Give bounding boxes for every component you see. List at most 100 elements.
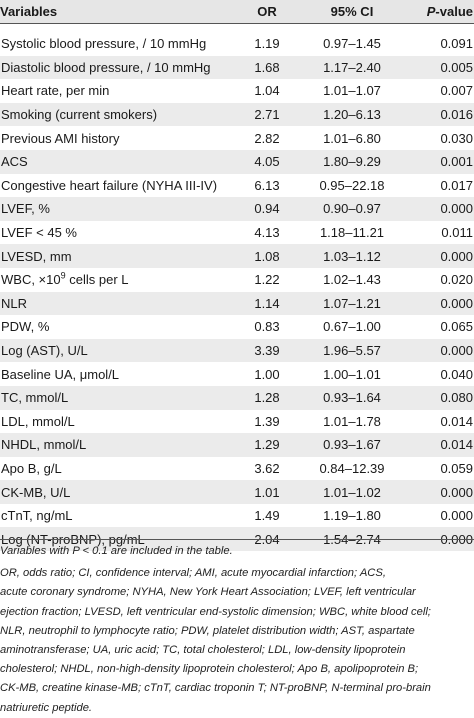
header-p-value: P-value	[406, 4, 474, 19]
cell-confidence-interval: 1.96–5.57	[323, 343, 381, 359]
header-ci: 95% CI	[330, 4, 374, 19]
header-divider	[0, 23, 474, 24]
table-row: Heart rate, per min 1.04 1.01–1.07 0.007	[0, 79, 474, 103]
cell-odds-ratio: 1.19	[254, 36, 280, 52]
table-row: ACS 4.05 1.80–9.29 0.001	[0, 149, 474, 174]
cell-p-value: 0.091	[440, 36, 473, 52]
cell-variable: PDW, %	[1, 319, 50, 335]
odds-ratio-table: Variables OR 95% CI P-value Systolic blo…	[0, 0, 474, 552]
cell-confidence-interval: 0.93–1.67	[323, 437, 381, 453]
cell-p-value: 0.011	[441, 225, 473, 241]
cell-variable: ACS	[1, 154, 28, 170]
cell-confidence-interval: 1.01–1.02	[323, 484, 381, 500]
table-header-row: Variables OR 95% CI P-value	[0, 0, 474, 23]
cell-odds-ratio: 1.29	[254, 437, 280, 453]
header-p-italic: P	[426, 4, 436, 19]
table-footnotes: Variables with P < 0.1 are included in t…	[0, 542, 474, 718]
cell-confidence-interval: 1.80–9.29	[323, 154, 381, 170]
cell-odds-ratio: 6.13	[254, 177, 280, 193]
cell-odds-ratio: 1.68	[254, 59, 280, 75]
cell-odds-ratio: 3.39	[254, 343, 280, 359]
cell-p-value: 0.065	[440, 319, 473, 335]
cell-p-value: 0.007	[440, 83, 473, 99]
header-variables: Variables	[0, 4, 58, 19]
cell-variable-suffix: cells per L	[65, 272, 129, 288]
cell-odds-ratio: 3.62	[254, 460, 280, 476]
cell-confidence-interval: 1.01–1.78	[323, 413, 381, 429]
table-row: TC, mmol/L 1.28 0.93–1.64 0.080	[0, 385, 474, 410]
table-row: CK-MB, U/L 1.01 1.01–1.02 0.000	[0, 480, 474, 504]
cell-variable: Diastolic blood pressure, / 10 mmHg	[1, 59, 211, 75]
cell-confidence-interval: 1.19–1.80	[323, 508, 381, 524]
cell-p-value: 0.080	[440, 390, 473, 406]
cell-odds-ratio: 1.39	[254, 413, 280, 429]
footnote-abbreviation-line: acute coronary syndrome; NYHA, New York …	[0, 586, 416, 599]
cell-variable-prefix: WBC, ×10	[1, 272, 61, 288]
table-row: Smoking (current smokers) 2.71 1.20–6.13 0.…	[0, 102, 474, 127]
cell-odds-ratio: 1.22	[254, 272, 280, 288]
table-row: Baseline UA, μmol/L 1.00 1.00–1.01 0.040	[0, 362, 474, 386]
cell-odds-ratio: 1.01	[254, 484, 280, 500]
cell-p-value: 0.014	[440, 413, 473, 429]
table-row: Log (AST), U/L 3.39 1.96–5.57 0.000	[0, 338, 474, 363]
cell-confidence-interval: 1.07–1.21	[323, 295, 381, 311]
header-or: OR	[257, 4, 277, 19]
cell-odds-ratio: 2.82	[254, 130, 280, 146]
cell-variable: NHDL, mmol/L	[1, 437, 87, 453]
footnote-abbreviation-line: aminotransferase; UA, uric acid; TC, tot…	[0, 644, 406, 657]
table-row: LVEF < 45 % 4.13 1.18–11.21 0.011	[0, 221, 474, 245]
cell-confidence-interval: 1.03–1.12	[323, 248, 381, 264]
cell-p-value: 0.016	[440, 107, 473, 123]
cell-confidence-interval: 0.93–1.64	[323, 390, 381, 406]
cell-confidence-interval: 0.90–0.97	[323, 201, 381, 217]
cell-p-value: 0.005	[440, 59, 473, 75]
cell-variable: Smoking (current smokers)	[1, 107, 158, 123]
cell-p-value: 0.000	[440, 484, 473, 500]
table-row: NLR 1.14 1.07–1.21 0.000	[0, 291, 474, 316]
cell-confidence-interval: 0.97–1.45	[323, 36, 381, 52]
cell-p-value: 0.000	[440, 201, 473, 217]
cell-variable: Log (AST), U/L	[1, 343, 88, 359]
cell-confidence-interval: 1.18–11.21	[319, 225, 385, 241]
cell-variable: cTnT, ng/mL	[1, 508, 73, 524]
cell-confidence-interval: 1.17–2.40	[323, 59, 381, 75]
cell-variable: CK-MB, U/L	[1, 484, 71, 500]
cell-odds-ratio: 1.00	[254, 366, 280, 382]
table-row: NHDL, mmol/L 1.29 0.93–1.67 0.014	[0, 433, 474, 457]
cell-p-value: 0.000	[440, 248, 473, 264]
cell-confidence-interval: 0.67–1.00	[323, 319, 381, 335]
cell-odds-ratio: 1.08	[254, 248, 280, 264]
cell-p-value: 0.000	[440, 343, 473, 359]
cell-p-value: 0.000	[440, 508, 473, 524]
cell-p-value: 0.014	[440, 437, 473, 453]
cell-p-value: 0.017	[440, 177, 473, 193]
cell-confidence-interval: 1.01–1.07	[323, 83, 381, 99]
cell-variable: LDL, mmol/L	[1, 413, 75, 429]
cell-variable: NLR	[1, 295, 28, 311]
table-row: Apo B, g/L 3.62 0.84–12.39 0.059	[0, 457, 474, 481]
table-row: LDL, mmol/L 1.39 1.01–1.78 0.014	[0, 410, 474, 434]
cell-p-value: 0.040	[440, 366, 473, 382]
cell-p-value: 0.000	[440, 295, 473, 311]
cell-odds-ratio: 4.05	[254, 154, 280, 170]
cell-variable: WBC, ×109 cells per L	[0, 272, 236, 287]
table-row: LVESD, mm 1.08 1.03–1.12 0.000	[0, 244, 474, 268]
cell-variable: Previous AMI history	[1, 130, 120, 146]
footnote-abbreviations: OR, odds ratio; CI, confidence interval;…	[0, 564, 474, 718]
cell-variable-superscript: 9	[60, 272, 66, 281]
cell-variable: TC, mmol/L	[1, 390, 69, 406]
cell-odds-ratio: 0.83	[254, 319, 280, 335]
cell-variable: Heart rate, per min	[1, 83, 110, 99]
table-row: WBC, ×109 cells per L 1.22 1.02–1.43 0.020	[0, 268, 474, 292]
cell-variable: LVESD, mm	[1, 248, 72, 264]
cell-p-value: 0.059	[440, 460, 473, 476]
cell-variable: LVEF < 45 %	[1, 225, 77, 241]
cell-odds-ratio: 2.71	[254, 107, 280, 123]
cell-variable: Systolic blood pressure, / 10 mmHg	[1, 36, 207, 52]
footnote-inclusion: Variables with P < 0.1 are included in t…	[0, 545, 233, 557]
table-body: Systolic blood pressure, / 10 mmHg 1.19 0.…	[0, 23, 474, 552]
cell-odds-ratio: 1.49	[254, 508, 280, 524]
table-bottom-divider	[0, 539, 474, 540]
cell-variable: Baseline UA, μmol/L	[1, 366, 120, 382]
